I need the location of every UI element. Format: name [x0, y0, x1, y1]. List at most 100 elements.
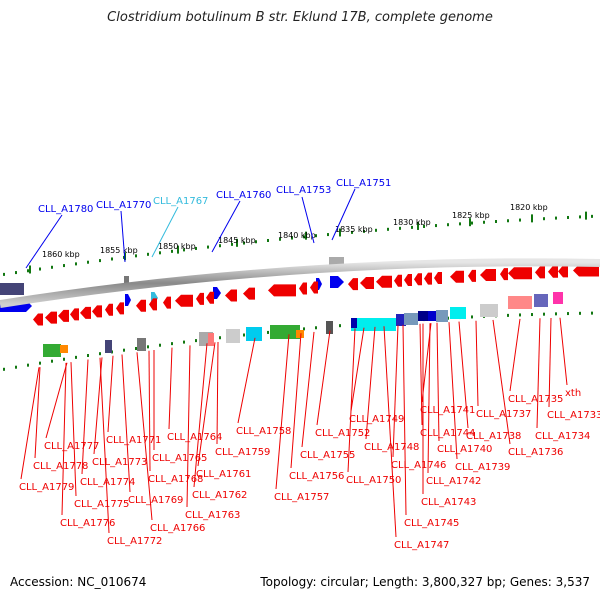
reverse-gene-label[interactable]: CLL_A1768 — [148, 474, 203, 485]
reverse-gene-label[interactable]: CLL_A1766 — [150, 523, 205, 534]
outer-scale-tick — [423, 224, 425, 228]
reverse-gene-label[interactable]: CLL_A1744 — [420, 428, 475, 439]
reverse-callout-line — [421, 323, 432, 403]
scale-label: 1830 kbp — [393, 218, 431, 227]
reverse-gene-arrow — [573, 264, 599, 277]
reverse-gene-arrow — [196, 292, 204, 305]
inner-scale-tick — [555, 312, 557, 316]
reverse-gene-label[interactable]: CLL_A1763 — [185, 510, 240, 521]
reverse-callout-line — [392, 325, 399, 458]
reverse-gene-label[interactable]: CLL_A1736 — [508, 447, 563, 458]
reverse-gene-label[interactable]: CLL_A1761 — [196, 469, 251, 480]
reverse-gene-label[interactable]: CLL_A1775 — [74, 499, 129, 510]
forward-gene-label[interactable]: CLL_A1760 — [216, 190, 271, 201]
reverse-gene-label[interactable]: CLL_A1755 — [300, 450, 355, 461]
outer-scale-tick — [63, 264, 65, 268]
reverse-gene-label[interactable]: CLL_A1776 — [60, 518, 115, 529]
reverse-gene-label[interactable]: CLL_A1773 — [92, 457, 147, 468]
reverse-gene-arrow — [548, 265, 558, 278]
outer-scale-tick — [447, 223, 449, 227]
reverse-gene-label[interactable]: CLL_A1752 — [315, 428, 370, 439]
reverse-gene-arrow — [33, 313, 43, 326]
reverse-callout-line — [34, 367, 41, 459]
reverse-gene-label[interactable]: CLL_A1759 — [215, 447, 270, 458]
outer-scale-tick — [363, 229, 365, 233]
reverse-gene-arrow — [535, 266, 545, 279]
inner-scale-tick — [219, 336, 221, 340]
reverse-gene-label[interactable]: xth — [565, 388, 581, 399]
outer-scale-tick — [15, 271, 17, 275]
reverse-gene-label[interactable]: CLL_A1735 — [508, 394, 563, 405]
reverse-gene-label[interactable]: CLL_A1756 — [289, 471, 344, 482]
scale-label: 1850 kbp — [158, 242, 196, 251]
reverse-gene-arrow — [299, 282, 307, 295]
forward-feature-block — [124, 276, 129, 288]
inner-scale-tick — [567, 312, 569, 316]
reverse-gene-label[interactable]: CLL_A1771 — [106, 435, 161, 446]
inner-scale-tick — [3, 367, 5, 371]
reverse-gene-label[interactable]: CLL_A1777 — [44, 441, 99, 452]
gene-feature-block — [246, 327, 262, 341]
major-scale-tick — [339, 228, 341, 237]
reverse-gene-label[interactable]: CLL_A1778 — [33, 461, 88, 472]
inner-scale-tick — [63, 357, 65, 361]
reverse-gene-label[interactable]: CLL_A1746 — [391, 460, 446, 471]
accession-text: Accession: NC_010674 — [10, 575, 147, 589]
inner-scale-tick — [543, 312, 545, 316]
reverse-gene-label[interactable]: CLL_A1774 — [80, 477, 135, 488]
reverse-gene-label[interactable]: CLL_A1745 — [404, 518, 459, 529]
reverse-gene-label[interactable]: CLL_A1772 — [107, 536, 162, 547]
forward-gene-label[interactable]: CLL_A1770 — [96, 200, 151, 211]
reverse-gene-label[interactable]: CLL_A1738 — [466, 431, 521, 442]
reverse-gene-label[interactable]: CLL_A1747 — [394, 540, 449, 551]
inner-scale-tick — [471, 315, 473, 319]
reverse-callout-line — [350, 327, 365, 412]
reverse-gene-label[interactable]: CLL_A1739 — [455, 462, 510, 473]
reverse-gene-label[interactable]: CLL_A1737 — [476, 409, 531, 420]
reverse-gene-label[interactable]: CLL_A1769 — [128, 495, 183, 506]
gene-feature-block — [208, 333, 214, 346]
reverse-gene-arrow — [424, 272, 432, 285]
reverse-callout-line — [193, 343, 208, 488]
forward-gene-label[interactable]: CLL_A1780 — [38, 204, 93, 215]
reverse-gene-arrow — [105, 303, 113, 316]
reverse-gene-label[interactable]: CLL_A1757 — [274, 492, 329, 503]
gene-feature-block — [450, 307, 466, 319]
scale-label: 1845 kbp — [218, 236, 256, 245]
reverse-gene-label[interactable]: CLL_A1750 — [346, 475, 401, 486]
outer-scale-tick — [375, 228, 377, 232]
reverse-gene-label[interactable]: CLL_A1764 — [167, 432, 222, 443]
forward-callout-line — [331, 188, 356, 241]
reverse-gene-label[interactable]: CLL_A1733 — [547, 410, 600, 421]
outer-scale-tick — [75, 262, 77, 266]
reverse-gene-label[interactable]: CLL_A1749 — [349, 414, 404, 425]
inner-scale-tick — [315, 326, 317, 330]
reverse-callout-line — [216, 341, 219, 445]
forward-gene-label[interactable]: CLL_A1751 — [336, 178, 391, 189]
reverse-gene-label[interactable]: CLL_A1748 — [364, 442, 419, 453]
reverse-gene-label[interactable]: CLL_A1741 — [420, 405, 475, 416]
reverse-callout-line — [492, 319, 511, 445]
reverse-gene-label[interactable]: CLL_A1734 — [535, 431, 590, 442]
outer-scale-tick — [399, 226, 401, 230]
reverse-gene-label[interactable]: CLL_A1758 — [236, 426, 291, 437]
reverse-gene-label[interactable]: CLL_A1779 — [19, 482, 74, 493]
outer-scale-tick — [591, 214, 593, 218]
reverse-gene-label[interactable]: CLL_A1742 — [426, 476, 481, 487]
scale-labels: 1860 kbp 1855 kbp 1850 kbp 1845 kbp 1840 kbp… — [42, 203, 548, 259]
reverse-callout-line — [458, 321, 469, 429]
reverse-gene-label[interactable]: CLL_A1765 — [152, 453, 207, 464]
scale-label: 1855 kbp — [100, 246, 138, 255]
reverse-gene-arrow — [394, 274, 402, 287]
outer-scale-tick — [471, 221, 473, 225]
reverse-gene-label[interactable]: CLL_A1743 — [421, 497, 476, 508]
reverse-gene-arrow — [434, 271, 442, 284]
forward-gene-label[interactable]: CLL_A1753 — [276, 185, 331, 196]
reverse-gene-label[interactable]: CLL_A1762 — [192, 490, 247, 501]
forward-callout-line — [25, 214, 63, 269]
gene-feature-block — [105, 340, 112, 353]
reverse-gene-arrow — [58, 309, 69, 322]
forward-gene-label[interactable]: CLL_A1767 — [153, 196, 208, 207]
reverse-gene-label[interactable]: CLL_A1740 — [437, 444, 492, 455]
major-scale-tick — [177, 245, 179, 254]
